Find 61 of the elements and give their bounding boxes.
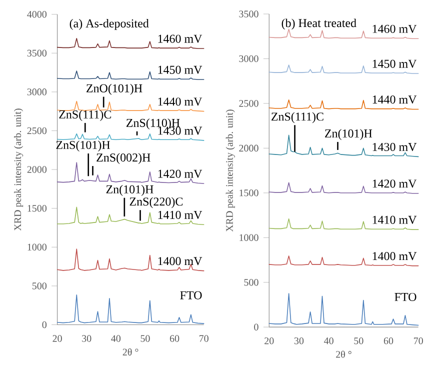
series-label: 1460 mV <box>158 34 202 44</box>
y-tick-label: 2500 <box>27 127 47 134</box>
x-tick-label: 60 <box>384 338 394 344</box>
x-tick-label: 50 <box>354 338 364 344</box>
series-label: 1430 mV <box>372 143 417 152</box>
x-tick-label: 30 <box>82 335 92 342</box>
annotation: ZnS(111)C <box>59 110 112 122</box>
annotation: ZnS(002)H <box>96 153 150 164</box>
y-tick-label: 500 <box>32 282 47 290</box>
series-label: 1450 mV <box>158 66 202 74</box>
annotation: Zn(101)H <box>106 185 154 196</box>
annotation: ZnS(220)C <box>130 197 183 208</box>
y-tick-label: 500 <box>244 279 258 286</box>
x-tick-label: 50 <box>140 335 150 342</box>
x-tick-label: 20 <box>52 335 62 342</box>
line-series <box>56 162 204 184</box>
annotation: ZnS(101)H <box>56 140 110 152</box>
line-series <box>56 206 204 226</box>
series-label: FTO <box>180 291 202 300</box>
y-tick-label: 2000 <box>239 144 258 152</box>
y-tick-label: 1500 <box>240 190 258 196</box>
x-tick-label: 30 <box>294 338 304 344</box>
y-tick-label: 1000 <box>28 244 47 251</box>
annotation: ZnO(101)H <box>86 84 142 95</box>
series-label: 1410 mV <box>158 211 202 220</box>
x-tick-label: 20 <box>264 338 274 344</box>
y-tick-label: 1500 <box>28 205 47 212</box>
series-label: 1460 mV <box>372 24 417 34</box>
chart-title: (a) As-deposited <box>70 19 149 30</box>
annotation: ZnS(111)C <box>271 112 324 124</box>
y-tick-label: 2000 <box>27 166 47 174</box>
series-label: 1440 mV <box>158 98 202 106</box>
y-tick-label: 3000 <box>239 55 258 62</box>
x-tick-label: 60 <box>170 335 180 342</box>
y-axis-title: XRD peak intensity (arb. unit) <box>14 108 24 231</box>
series-label: 1400 mV <box>158 257 202 266</box>
y-tick-label: 3500 <box>27 50 47 57</box>
y-tick-label: 1000 <box>240 234 258 242</box>
line-series <box>56 248 204 272</box>
series-label: 1400 mV <box>372 252 417 260</box>
x-tick-label: 40 <box>324 338 334 344</box>
x-axis-title: 2θ ° <box>122 348 138 356</box>
series-label: 1410 mV <box>372 216 417 224</box>
y-tick-label: 0 <box>42 322 47 328</box>
chart-title: (b) Heat treated <box>282 18 356 30</box>
y-tick-label: 3500 <box>239 10 258 18</box>
series-label: 1440 mV <box>372 96 417 104</box>
series-label: 1420 mV <box>158 170 202 178</box>
series-label: 1450 mV <box>372 60 417 68</box>
annotation: Zn(101)H <box>325 129 372 140</box>
y-tick-label: 0 <box>254 324 258 331</box>
y-tick-label: 4000 <box>27 11 47 18</box>
x-tick-label: 40 <box>111 335 121 342</box>
series-label: FTO <box>394 293 416 302</box>
x-tick-label: 70 <box>414 338 423 344</box>
x-axis-title: 2θ ° <box>336 350 352 358</box>
y-tick-label: 3000 <box>27 88 47 96</box>
x-tick-label: 70 <box>200 335 208 342</box>
y-axis-title: XRD peak intensity (arb. unit) <box>226 110 235 232</box>
y-tick-label: 2500 <box>239 100 258 107</box>
series-label: 1420 mV <box>372 180 417 188</box>
